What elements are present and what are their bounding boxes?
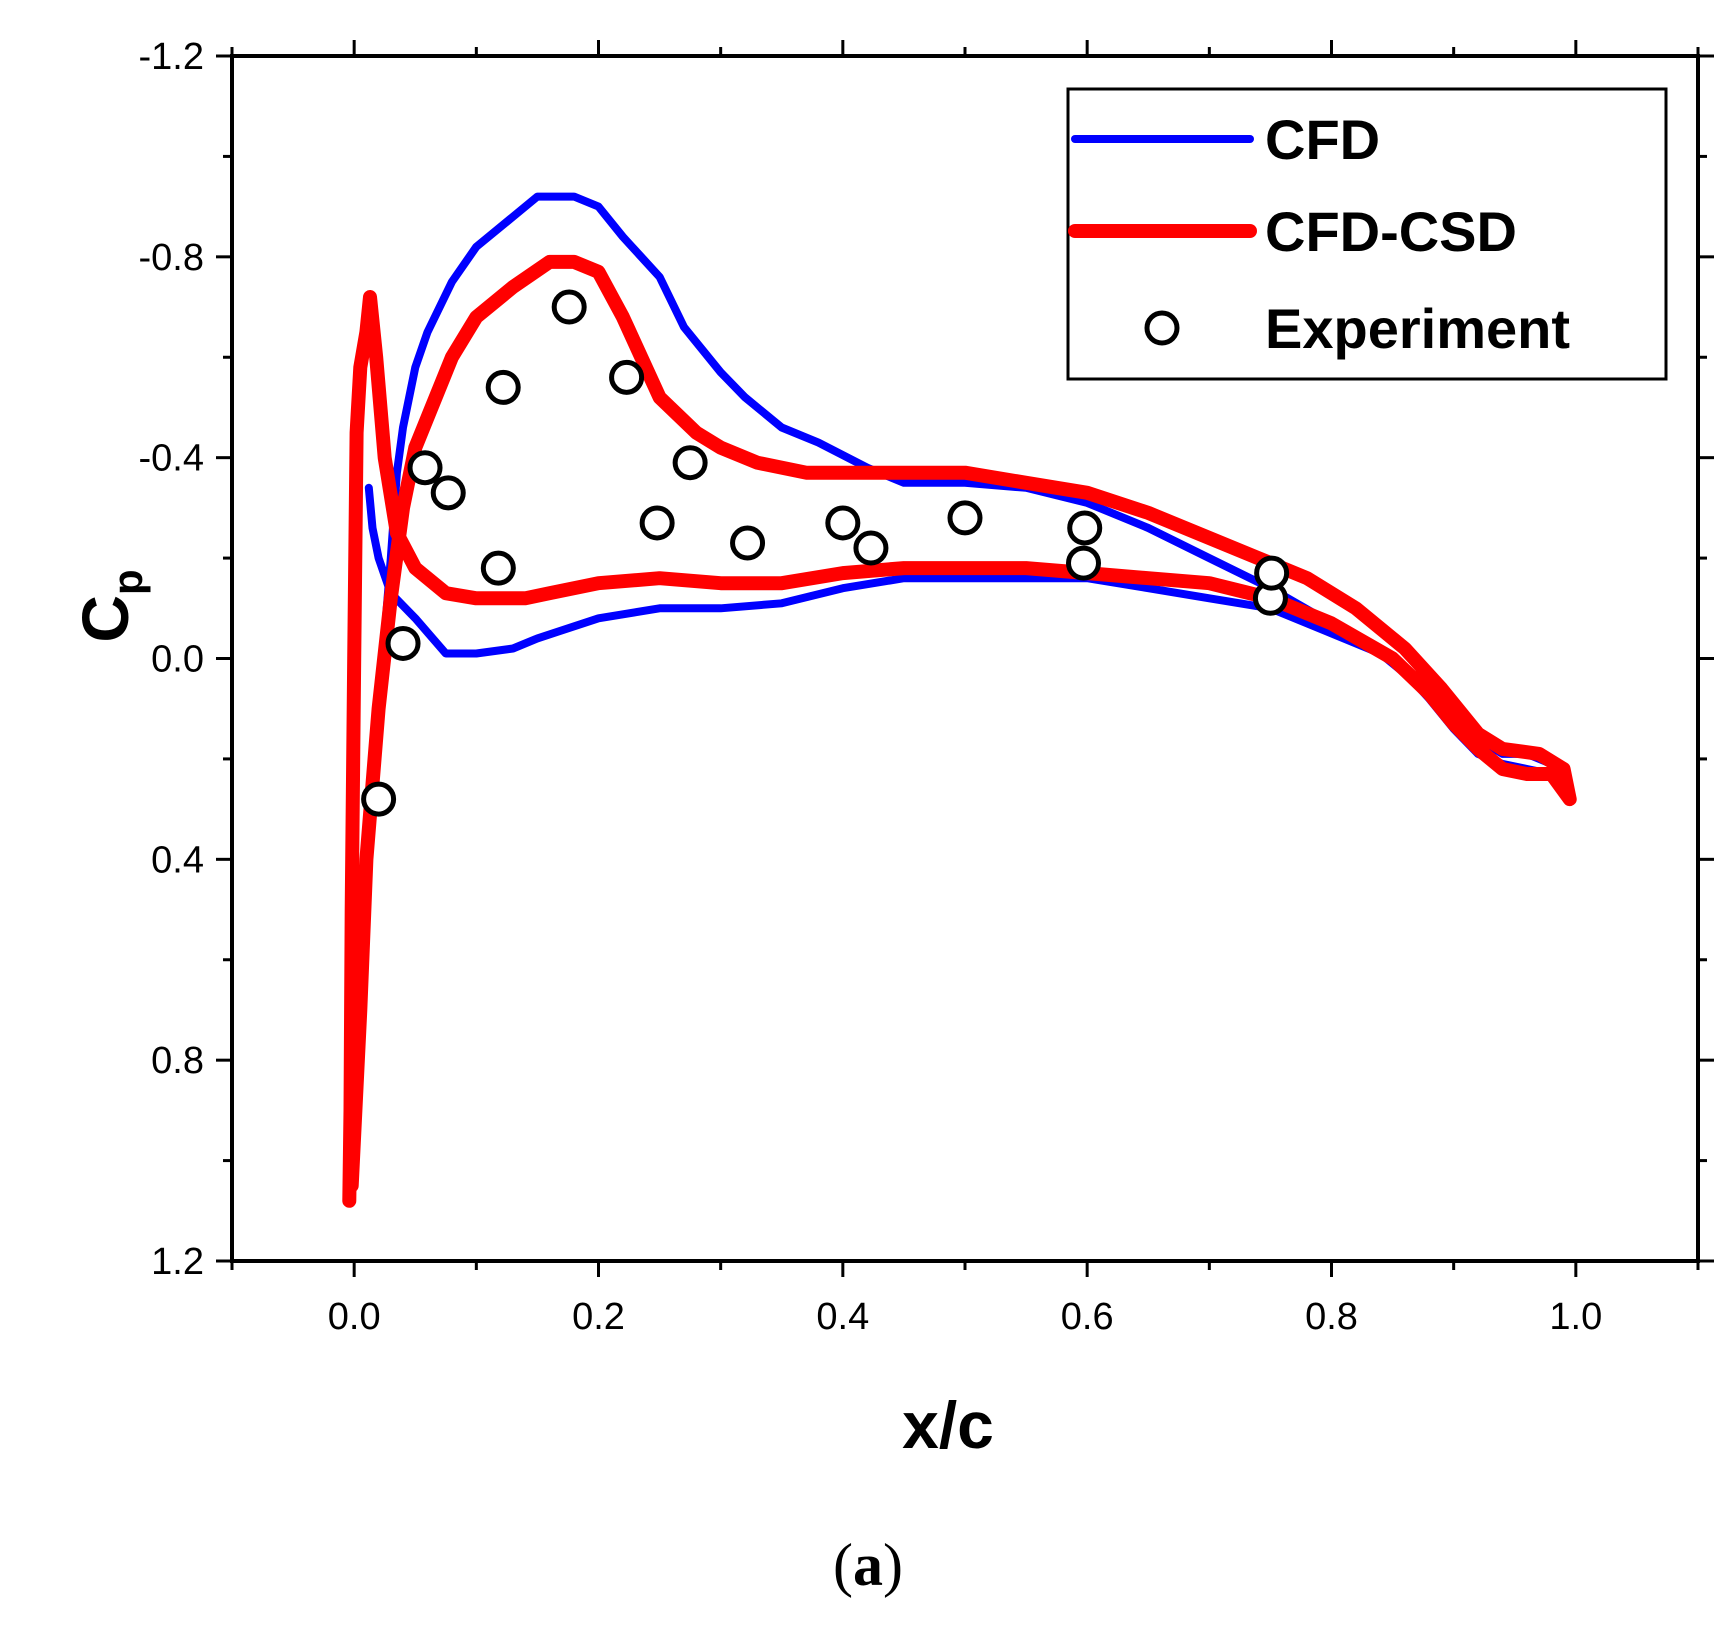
legend: CFD CFD-CSD Experiment	[1066, 87, 1668, 381]
y-axis-title-subscript: p	[104, 569, 151, 595]
legend-experiment-marker	[1144, 310, 1180, 346]
x-tick-label: 1.0	[1549, 1296, 1602, 1338]
experiment-markers	[361, 289, 1290, 817]
experiment-point	[947, 500, 983, 536]
experiment-point	[1254, 555, 1290, 591]
panel-label-letter: a	[853, 1532, 883, 1598]
x-tick-label: 0.4	[816, 1296, 869, 1338]
x-axis-title: x/c	[902, 1388, 994, 1462]
experiment-point	[407, 450, 443, 486]
x-axis-ticks	[230, 40, 1700, 1277]
experiment-point	[551, 289, 587, 325]
experiment-point	[480, 550, 516, 586]
y-tick-label: 0.0	[151, 639, 204, 681]
experiment-point	[1067, 510, 1103, 546]
y-axis-title: Cp	[68, 569, 151, 642]
experiment-point	[430, 475, 466, 511]
y-tick-label: 0.8	[151, 1040, 204, 1082]
x-axis-tick-labels: 0.0 0.2 0.4 0.6 0.8 1.0	[328, 1296, 1602, 1338]
x-tick-label: 0.8	[1305, 1296, 1358, 1338]
y-tick-label: 1.2	[151, 1241, 204, 1283]
svg-text:Cp: Cp	[68, 569, 151, 642]
experiment-point	[609, 359, 645, 395]
y-tick-label: 0.4	[151, 839, 204, 881]
x-tick-label: 0.6	[1061, 1296, 1114, 1338]
y-axis-tick-labels: -1.2 -0.8 -0.4 0.0 0.4 0.8 1.2	[139, 36, 204, 1283]
x-tick-label: 0.2	[572, 1296, 625, 1338]
experiment-point	[730, 525, 766, 561]
series-layer	[342, 192, 1577, 1208]
series-line-cfd-csd	[342, 254, 1577, 1208]
experiment-point	[853, 530, 889, 566]
panel-label: (a)	[833, 1532, 903, 1598]
y-axis-title-main: C	[68, 595, 142, 643]
experiment-point	[1066, 545, 1102, 581]
y-axis-ticks	[216, 54, 1714, 1263]
experiment-point	[485, 369, 521, 405]
x-tick-label: 0.0	[328, 1296, 381, 1338]
legend-cfd-csd-label: CFD-CSD	[1265, 200, 1517, 263]
legend-experiment-label: Experiment	[1265, 297, 1570, 360]
y-tick-label: -0.4	[139, 438, 204, 480]
experiment-point	[672, 445, 708, 481]
experiment-point	[639, 505, 675, 541]
y-tick-label: -0.8	[139, 237, 204, 279]
legend-cfd-label: CFD	[1265, 108, 1380, 171]
y-tick-label: -1.2	[139, 36, 204, 78]
experiment-point	[825, 505, 861, 541]
experiment-point	[385, 625, 421, 661]
experiment-point	[361, 781, 397, 817]
